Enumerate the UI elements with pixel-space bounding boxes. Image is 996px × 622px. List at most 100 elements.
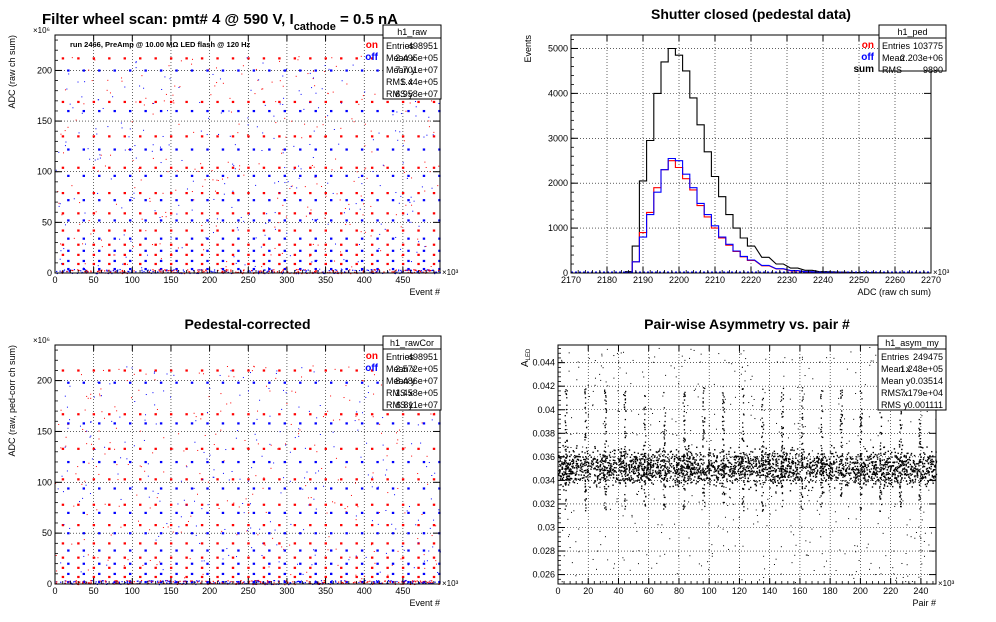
data-point: [865, 467, 868, 469]
data-point-on: [108, 575, 111, 579]
data-point-on: [185, 413, 188, 416]
data-point: [809, 473, 811, 476]
data-point-on: [386, 229, 389, 232]
data-point: [748, 462, 751, 465]
data-point: [873, 473, 875, 476]
data-point-on: [149, 507, 151, 509]
data-point-on: [230, 402, 232, 404]
data-point: [699, 477, 701, 480]
data-point-off: [221, 259, 225, 263]
data-point: [841, 453, 844, 455]
data-point-baseline: [161, 269, 163, 271]
data-point-on: [386, 542, 389, 545]
data-point-off: [308, 504, 310, 506]
data-point-off: [422, 109, 426, 113]
data-point-off: [190, 174, 194, 177]
data-point-on: [324, 243, 327, 246]
data-point: [766, 453, 768, 456]
data-point-off: [126, 458, 128, 460]
data-point-baseline: [190, 582, 193, 584]
data-point-baseline: [99, 271, 101, 273]
data-point: [726, 478, 728, 480]
stats-value: 498951: [408, 352, 438, 362]
data-point-on: [309, 57, 312, 60]
data-point-on: [340, 413, 343, 416]
data-point-baseline: [189, 580, 192, 582]
data-point-off: [360, 109, 364, 113]
data-point-off: [190, 109, 194, 113]
data-point-on: [355, 503, 358, 506]
data-point-on: [123, 212, 126, 215]
data-point: [636, 459, 639, 462]
data-point-baseline: [99, 269, 101, 272]
data-point-on: [185, 524, 188, 527]
data-point-on: [309, 262, 312, 266]
data-point-on: [230, 111, 232, 113]
data-point: [797, 459, 799, 462]
data-point: [766, 468, 769, 471]
data-point: [825, 479, 828, 481]
data-point-off: [175, 199, 178, 202]
data-point: [737, 455, 740, 458]
data-point-off: [154, 210, 156, 212]
data-point-off: [69, 385, 71, 387]
data-point: [576, 462, 579, 465]
data-point-on: [154, 413, 157, 416]
data-point-off: [283, 562, 287, 565]
data-point: [648, 477, 650, 480]
data-point-on: [278, 135, 281, 138]
data-point-on: [216, 166, 219, 169]
data-point: [584, 479, 586, 481]
data-point: [652, 475, 655, 477]
page-title-subscript: cathode: [294, 21, 336, 33]
data-point-on: [77, 166, 80, 169]
data-point-off: [438, 422, 441, 425]
data-point-off: [268, 580, 271, 584]
data-point: [608, 470, 611, 472]
data-point-off: [175, 219, 178, 222]
data-point-on: [286, 403, 288, 405]
data-point: [876, 473, 879, 475]
data-point-off: [407, 267, 410, 271]
data-point: [853, 476, 855, 479]
data-point-on: [278, 369, 281, 372]
data-point-on: [64, 130, 66, 132]
data-point-on: [324, 262, 327, 266]
data-point-baseline: [421, 582, 424, 584]
data-point: [772, 478, 775, 480]
data-point: [934, 464, 937, 466]
data-point: [809, 475, 811, 477]
data-point-off: [400, 113, 402, 115]
data-point: [621, 455, 623, 457]
data-point-on: [99, 395, 101, 397]
data-point: [567, 446, 569, 449]
data-point-off: [206, 174, 209, 177]
data-point: [678, 463, 680, 465]
data-point: [585, 456, 587, 458]
data-point: [613, 466, 616, 469]
data-point: [599, 478, 602, 480]
data-point-baseline: [387, 579, 390, 582]
data-point: [761, 451, 763, 453]
data-point-baseline: [106, 269, 108, 271]
data-point-baseline: [294, 269, 296, 272]
data-point-off: [376, 532, 379, 535]
data-point-off: [231, 470, 233, 472]
data-point-on: [108, 243, 111, 246]
data-point: [746, 470, 748, 473]
data-point: [615, 471, 617, 473]
data-point: [771, 458, 774, 460]
data-point-off: [62, 491, 64, 493]
data-point: [875, 481, 877, 483]
data-point-off: [120, 498, 122, 500]
data-point-on: [360, 195, 362, 197]
data-point-on: [216, 503, 219, 506]
data-point: [675, 461, 678, 464]
data-point-on: [199, 473, 201, 475]
data-point-on: [185, 212, 188, 215]
data-point-baseline: [429, 270, 431, 272]
data-point: [693, 462, 696, 464]
data-point: [846, 483, 848, 485]
data-point-on: [114, 254, 116, 256]
data-point: [678, 481, 680, 483]
